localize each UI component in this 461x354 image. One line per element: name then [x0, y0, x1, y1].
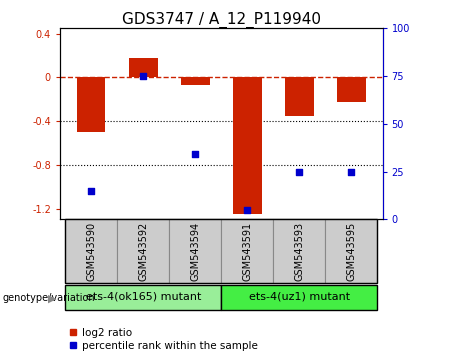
- Text: GSM543594: GSM543594: [190, 222, 200, 281]
- Bar: [65, 219, 117, 283]
- Text: GSM543593: GSM543593: [295, 222, 304, 281]
- Title: GDS3747 / A_12_P119940: GDS3747 / A_12_P119940: [122, 12, 321, 28]
- Bar: [233, 78, 262, 214]
- Legend: log2 ratio, percentile rank within the sample: log2 ratio, percentile rank within the s…: [65, 324, 262, 354]
- Bar: [285, 78, 313, 116]
- Text: GSM543590: GSM543590: [86, 222, 96, 281]
- Point: [296, 169, 303, 175]
- Bar: [65, 285, 221, 310]
- Point: [140, 73, 147, 79]
- Text: genotype/variation: genotype/variation: [2, 293, 95, 303]
- Text: GSM543595: GSM543595: [346, 222, 356, 281]
- Bar: [221, 285, 378, 310]
- Bar: [181, 78, 210, 85]
- Bar: [273, 219, 325, 283]
- Bar: [129, 58, 158, 78]
- Bar: [325, 219, 378, 283]
- Point: [192, 152, 199, 157]
- Bar: [169, 219, 221, 283]
- Text: ets-4(ok165) mutant: ets-4(ok165) mutant: [86, 292, 201, 302]
- Bar: [77, 78, 106, 132]
- Bar: [117, 219, 169, 283]
- Text: ▶: ▶: [48, 293, 57, 303]
- Text: GSM543592: GSM543592: [138, 222, 148, 281]
- Text: ets-4(uz1) mutant: ets-4(uz1) mutant: [249, 292, 350, 302]
- Bar: [221, 219, 273, 283]
- Point: [88, 188, 95, 194]
- Point: [348, 169, 355, 175]
- Text: GSM543591: GSM543591: [242, 222, 252, 281]
- Point: [243, 207, 251, 213]
- Bar: [337, 78, 366, 102]
